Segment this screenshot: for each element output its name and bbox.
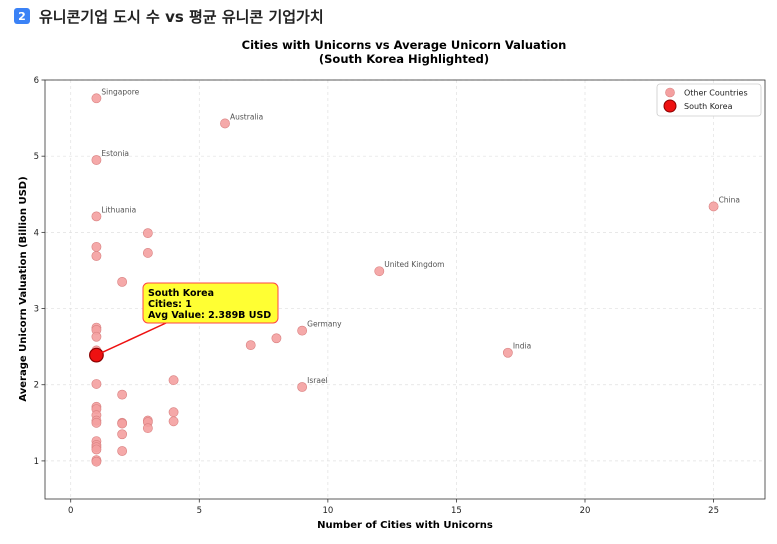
data-point bbox=[168, 407, 179, 418]
y-axis-label: Average Unicorn Valuation (Billion USD) bbox=[18, 176, 29, 401]
data-point bbox=[91, 444, 102, 455]
data-point bbox=[142, 423, 153, 434]
legend-label-other: Other Countries bbox=[684, 89, 748, 98]
data-point bbox=[91, 155, 102, 165]
data-point bbox=[117, 446, 128, 456]
point-label: China bbox=[719, 195, 740, 204]
data-point bbox=[142, 248, 153, 258]
data-point bbox=[117, 389, 128, 400]
data-point-south-korea bbox=[89, 347, 104, 363]
number-badge: 2 bbox=[14, 8, 30, 24]
data-point bbox=[117, 429, 128, 440]
point-labels: Singapore Australia Estonia Lithuania China U… bbox=[101, 87, 740, 385]
chart-title-line2: (South Korea Highlighted) bbox=[319, 52, 489, 66]
data-point bbox=[91, 211, 102, 222]
data-point bbox=[502, 347, 513, 358]
point-label: Estonia bbox=[101, 149, 129, 158]
point-label: United Kingdom bbox=[384, 260, 444, 269]
data-point bbox=[91, 241, 102, 252]
x-tick-label: 15 bbox=[451, 506, 462, 516]
data-points bbox=[89, 93, 719, 467]
y-tick-label: 2 bbox=[34, 381, 39, 391]
page-title: 유니콘기업 도시 수 vs 평균 유니콘 기업가치 bbox=[39, 7, 324, 26]
annotation-line2: Cities: 1 bbox=[148, 299, 192, 310]
data-point bbox=[245, 340, 256, 351]
plot-frame bbox=[44, 79, 766, 500]
annotation: South Korea Cities: 1 Avg Value: 2.389B … bbox=[96, 282, 279, 356]
annotation-box bbox=[142, 282, 279, 324]
data-point bbox=[117, 418, 128, 429]
data-point bbox=[168, 416, 179, 427]
point-label: India bbox=[513, 342, 531, 351]
point-label: Israel bbox=[307, 376, 328, 385]
legend-marker-other bbox=[665, 87, 675, 98]
data-point bbox=[374, 266, 385, 277]
x-tick-label: 25 bbox=[708, 506, 719, 516]
data-point bbox=[220, 118, 230, 129]
y-tick-label: 1 bbox=[34, 457, 39, 467]
data-point bbox=[297, 325, 308, 336]
x-tick-label: 20 bbox=[580, 506, 591, 516]
x-axis-label: Number of Cities with Unicorns bbox=[317, 520, 493, 531]
legend-label-korea: South Korea bbox=[684, 102, 733, 111]
data-point bbox=[271, 333, 282, 344]
data-point bbox=[91, 331, 102, 342]
point-label: Lithuania bbox=[101, 205, 136, 214]
data-point bbox=[91, 379, 102, 389]
data-point bbox=[117, 276, 128, 287]
point-label: Australia bbox=[230, 112, 263, 121]
point-label: Germany bbox=[307, 320, 342, 329]
x-tick-label: 5 bbox=[197, 506, 202, 516]
y-tick-label: 6 bbox=[34, 76, 39, 86]
data-point bbox=[91, 251, 102, 261]
y-tick-label: 4 bbox=[34, 228, 39, 238]
data-point bbox=[708, 201, 719, 212]
y-tick-label: 5 bbox=[34, 152, 39, 162]
x-tick-label: 10 bbox=[322, 506, 333, 516]
legend: Other Countries South Korea bbox=[656, 83, 762, 117]
y-tick-label: 3 bbox=[34, 305, 39, 315]
legend-marker-korea bbox=[663, 99, 677, 113]
data-point bbox=[91, 456, 102, 467]
data-point bbox=[91, 417, 102, 428]
axis-ticks: 0 5 10 15 20 25 1 2 3 4 5 6 bbox=[34, 76, 719, 516]
data-point bbox=[297, 382, 308, 392]
header: 2 유니콘기업 도시 수 vs 평균 유니콘 기업가치 bbox=[14, 6, 324, 26]
point-label: Singapore bbox=[101, 87, 139, 96]
data-point bbox=[168, 375, 179, 386]
chart-title-line1: Cities with Unicorns vs Average Unicorn … bbox=[242, 38, 567, 52]
x-tick-label: 0 bbox=[68, 506, 73, 516]
annotation-line1: South Korea bbox=[148, 288, 214, 299]
legend-frame bbox=[656, 83, 762, 117]
data-point bbox=[91, 93, 102, 104]
annotation-arrow bbox=[96, 322, 167, 356]
annotation-line3: Avg Value: 2.389B USD bbox=[148, 310, 271, 321]
data-point bbox=[142, 228, 153, 239]
